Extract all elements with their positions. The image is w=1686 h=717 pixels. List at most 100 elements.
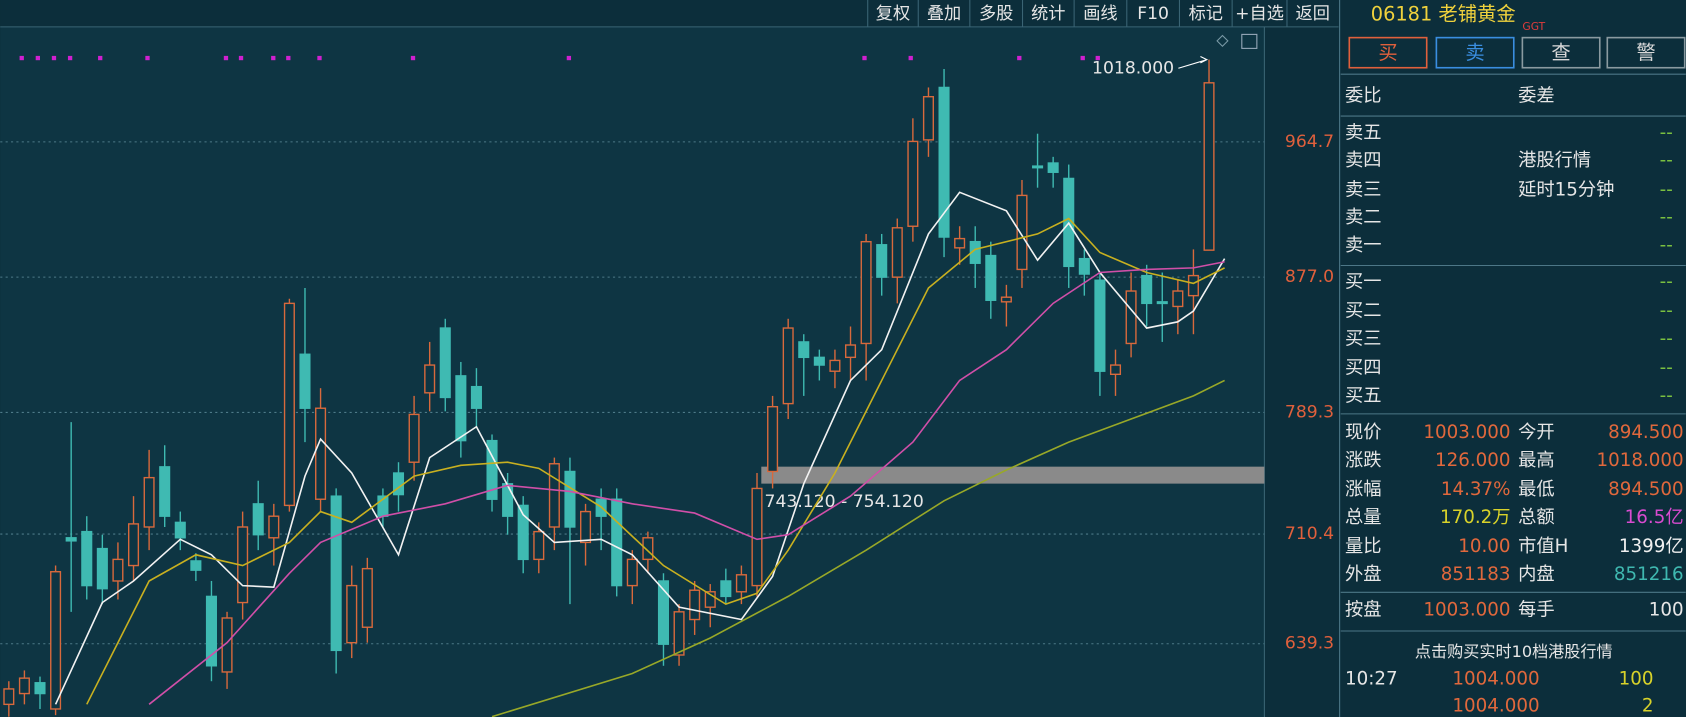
icon[interactable] [1241,33,1258,49]
candle-body [439,327,451,399]
trade-button[interactable] [1606,36,1686,69]
level-value: -- [1660,358,1673,379]
candle-body [689,589,701,621]
candle-body [907,140,919,227]
candle-body [798,341,810,359]
candle-body [1094,279,1106,372]
stock-name: 06181 老铺黄金 [1371,3,1516,26]
ratio-label: 委比 [1345,86,1382,107]
moving-average [491,379,1225,717]
toolbar-button[interactable]: 复权 [876,4,910,24]
stat-value: 126.000 [1435,450,1511,471]
stat-label: 最高 [1518,450,1555,471]
level-label: 买五 [1345,386,1382,407]
trade-button[interactable] [1435,36,1515,69]
candle-body [159,466,171,517]
candle-body [938,86,950,238]
candle-body [205,595,217,667]
notice: 港股行情 [1518,150,1591,171]
candle-body [564,470,576,528]
stat-label: 最低 [1518,479,1555,500]
toolbar-button[interactable]: +自选 [1235,4,1284,24]
trade-button-label[interactable]: 买 [1378,41,1397,64]
trade-button-label[interactable]: 查 [1551,41,1570,64]
candle-body [782,327,794,405]
moving-average [86,217,1225,705]
stat-value: 894.500 [1608,479,1684,500]
y-tick-label: 639.3 [1285,634,1334,654]
icon[interactable] [1216,34,1229,47]
candle-body [299,353,311,409]
candle-body [502,483,514,517]
candle-body [1187,274,1199,297]
candle-body [829,359,841,372]
candle-body [642,537,654,561]
candle-body [3,688,15,706]
toolbar-button[interactable]: 统计 [1031,4,1065,24]
candle-body [1000,296,1012,303]
candle-body [361,567,373,628]
candle-body [954,237,966,249]
stat-value: 14.37% [1441,479,1511,500]
level-value: -- [1660,179,1673,200]
promo-link[interactable]: 点击购买实时10档港股行情 [1415,642,1613,661]
candle-body [1016,194,1028,271]
candle-body [34,682,46,695]
stat-value: 1003.000 [1423,422,1510,443]
candle-body [408,413,420,463]
trade-button[interactable] [1348,36,1428,69]
annotation-arrow [1178,55,1209,69]
level-label: 卖四 [1345,150,1382,171]
stat-label: 每手 [1518,600,1555,621]
stat-value: 1003.000 [1423,600,1510,621]
candle-body [455,375,467,442]
level-value: -- [1660,150,1673,171]
signals [19,55,1100,61]
candle-body [767,405,779,473]
trade-button[interactable] [1521,36,1601,69]
moving-average [54,191,1226,705]
candle-body [50,571,62,710]
trade-button-label[interactable]: 警 [1636,41,1655,64]
candle-body [860,240,872,345]
stat-value: 1399亿 [1619,536,1684,557]
candle-body [720,580,732,598]
stat-label: 外盘 [1345,564,1382,585]
candle-body [517,504,529,561]
toolbar-button[interactable]: 标记 [1189,4,1223,24]
toolbar-button[interactable]: 返回 [1296,4,1330,24]
candle-body [533,530,545,561]
stat-label: 现价 [1345,422,1382,443]
stat-value: 16.5亿 [1625,507,1684,528]
candle-body [252,503,264,536]
zone-label: 743.120 - 754.120 [765,492,924,512]
stat-label: 总量 [1345,507,1382,528]
candle-body [221,617,233,673]
stat-value: 851216 [1614,564,1684,585]
notice: 延时15分钟 [1518,179,1614,200]
candle-body [1172,290,1184,308]
stat-label: 按盘 [1345,600,1382,621]
level-label: 买二 [1345,301,1382,322]
toolbar-button[interactable]: 画线 [1083,4,1117,24]
chart-area [0,26,1265,717]
toolbar-button[interactable]: 多股 [979,4,1013,24]
level-label: 卖三 [1345,179,1382,200]
y-tick-label: 964.7 [1285,132,1334,152]
stat-label: 总额 [1518,507,1555,528]
stat-label: 涨幅 [1345,479,1382,500]
candle-body [486,439,498,500]
level-label: 买四 [1345,358,1382,379]
stat-label: 今开 [1518,422,1555,443]
trade-price: 1004.000 [1452,668,1539,689]
toolbar-button[interactable]: F10 [1137,4,1169,24]
level-label: 买三 [1345,329,1382,350]
candle-body [18,677,30,695]
candle-body [626,558,638,587]
candle-body [580,510,592,544]
price-zone [761,466,1265,484]
toolbar-button[interactable]: 叠加 [927,4,961,24]
trade-button-label[interactable]: 卖 [1465,41,1484,64]
level-value: -- [1660,301,1673,322]
